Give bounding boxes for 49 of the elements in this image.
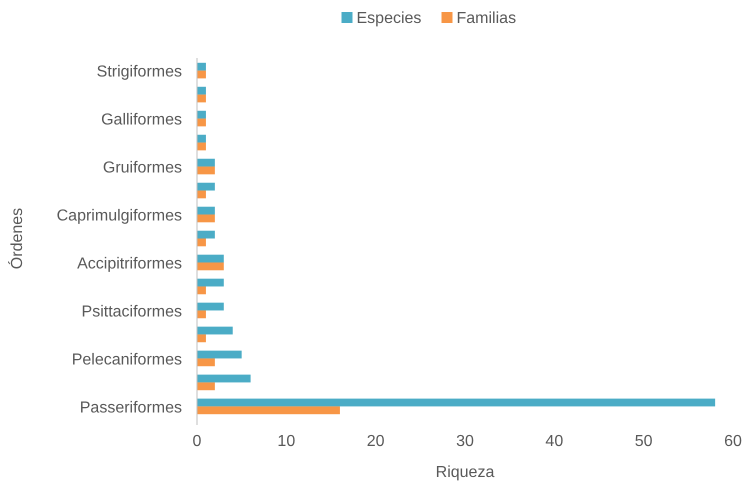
x-tick-label: 60 (724, 433, 742, 450)
y-tick-label: Passeriformes (80, 399, 182, 416)
bar (197, 254, 224, 262)
bar (197, 158, 215, 167)
bar (197, 182, 215, 191)
bar (197, 134, 206, 143)
bar (197, 326, 233, 334)
bar (197, 166, 215, 174)
bar (197, 350, 242, 358)
x-tick-label: 30 (456, 433, 474, 450)
bar (197, 190, 206, 198)
bar (197, 278, 224, 286)
y-axis-title: Órdenes (8, 208, 26, 270)
y-tick-label: Pelecaniformes (72, 351, 182, 368)
bar (197, 406, 340, 414)
bar (197, 214, 215, 222)
y-tick-label: Strigiformes (96, 64, 182, 81)
bar (197, 62, 206, 71)
bar (197, 238, 206, 246)
bar (197, 94, 206, 102)
legend-label: Especies (356, 10, 422, 27)
bar (197, 142, 206, 150)
y-tick-label: Galliformes (101, 112, 182, 129)
x-tick-label: 50 (634, 433, 653, 450)
bar (197, 358, 215, 366)
bar (197, 398, 716, 406)
y-tick-label: Caprimulgiformes (56, 208, 182, 225)
y-tick-label: Psittaciformes (82, 303, 182, 320)
bar (197, 310, 206, 318)
bar (197, 118, 206, 126)
x-axis-title: Riqueza (436, 464, 494, 481)
bar (197, 302, 224, 310)
bar (197, 230, 215, 238)
bar (197, 262, 224, 270)
bar (197, 334, 206, 342)
x-tick-label: 20 (366, 433, 385, 450)
bar (197, 70, 206, 78)
x-tick-label: 0 (192, 433, 202, 450)
bar (197, 86, 206, 95)
bar (197, 206, 215, 215)
y-tick-label: Gruiformes (102, 160, 182, 177)
x-tick-label: 40 (545, 433, 564, 450)
bar (197, 374, 251, 382)
bar (197, 286, 206, 294)
bar (197, 110, 206, 119)
x-tick-label: 10 (277, 433, 296, 450)
legend-label: Familias (456, 10, 516, 27)
y-tick-label: Accipitriformes (77, 255, 182, 272)
bar (197, 382, 215, 390)
